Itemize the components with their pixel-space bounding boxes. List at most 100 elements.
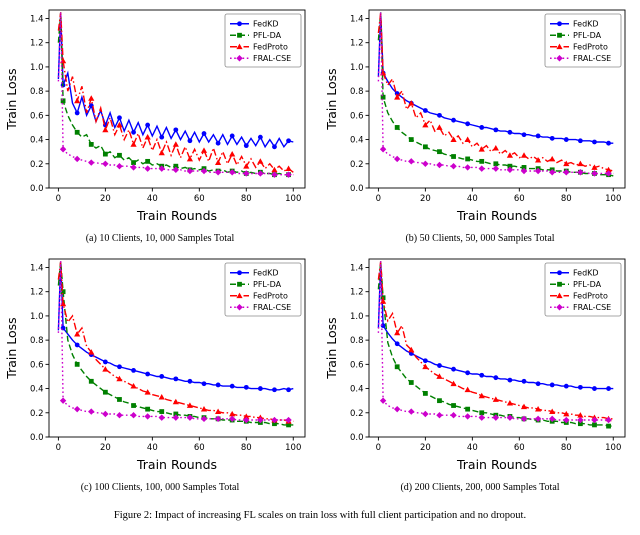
y-axis-label: Train Loss: [5, 317, 19, 379]
x-tick-label: 20: [420, 194, 431, 204]
x-axis-label: Train Rounds: [136, 208, 217, 223]
x-tick-label: 100: [605, 194, 621, 204]
axes-ticks: 0 20 40 60 80 100 0.0 0.2 0.4 0.6 0.8 1.0 1.2 1.4: [30, 263, 301, 453]
y-tick-label: 1.4: [30, 263, 44, 273]
series-markers-FedKD: [60, 82, 291, 150]
x-tick-label: 80: [561, 194, 572, 204]
x-tick-label: 0: [376, 194, 381, 204]
y-tick-label: 0.2: [30, 160, 44, 170]
y-tick-label: 0.2: [350, 409, 364, 419]
legend: FedKD PFL-DA FedProto FRAL-CSE: [544, 262, 622, 317]
x-tick-label: 20: [100, 443, 111, 453]
x-tick-label: 100: [285, 194, 301, 204]
y-axis-label: Train Loss: [5, 68, 19, 130]
y-tick-label: 1.4: [350, 263, 364, 273]
figure-caption: Figure 2: Impact of increasing FL scales…: [113, 510, 527, 521]
legend-label-PFL-DA: PFL-DA: [253, 280, 282, 289]
subplot-grid: 0 20 40 60 80 100 0.0 0.2 0.4 0.6 0.8 1.0 1.2 1.4 Trai…: [0, 4, 640, 494]
plot-frame: [48, 258, 306, 438]
y-tick-label: 1.0: [350, 312, 364, 322]
legend-label-FRAL-CSE: FRAL-CSE: [253, 54, 291, 63]
series-markers-FedProto: [379, 298, 612, 422]
legend-label-PFL-DA: PFL-DA: [573, 31, 602, 40]
legend-label-FRAL-CSE: FRAL-CSE: [253, 303, 291, 312]
legend-label-PFL-DA: PFL-DA: [253, 31, 282, 40]
legend: FedKD PFL-DA FedProto FRAL-CSE: [224, 13, 302, 68]
y-tick-label: 0.6: [30, 111, 44, 121]
series-markers-FedKD: [380, 70, 611, 146]
series-markers-PFL-DA: [60, 98, 291, 178]
y-tick-label: 1.4: [30, 14, 44, 24]
x-tick-label: 60: [514, 194, 525, 204]
y-tick-label: 1.0: [30, 63, 44, 73]
legend-label-FedKD: FedKD: [253, 20, 279, 29]
y-tick-label: 0.4: [350, 136, 364, 146]
x-tick-label: 60: [194, 443, 205, 453]
series-markers-FedProto: [379, 69, 612, 173]
y-tick-label: 0.4: [350, 385, 364, 395]
legend-label-FRAL-CSE: FRAL-CSE: [573, 54, 611, 63]
series-markers-FRAL-CSE: [379, 146, 612, 177]
legend-label-FedProto: FedProto: [573, 292, 608, 301]
x-axis-label: Train Rounds: [456, 208, 537, 223]
legend-label-FedKD: FedKD: [573, 20, 599, 29]
y-tick-label: 0.8: [350, 87, 364, 97]
y-tick-label: 0.6: [350, 360, 364, 370]
legend: FedKD PFL-DA FedProto FRAL-CSE: [224, 262, 302, 317]
legend-label-PFL-DA: PFL-DA: [573, 280, 602, 289]
plot-frame: [48, 9, 306, 189]
x-tick-label: 40: [467, 443, 478, 453]
subplot-a-chart: 0 20 40 60 80 100 0.0 0.2 0.4 0.6 0.8 1.0 1.2 1.4 Trai…: [5, 9, 306, 223]
series-line-FedKD: [57, 12, 294, 149]
x-axis-label: Train Rounds: [456, 457, 537, 472]
subplot-b: 0 20 40 60 80 100 0.0 0.2 0.4 0.6 0.8 1.0 1.2 1.4 Trai…: [320, 4, 640, 245]
y-tick-label: 0.8: [30, 336, 44, 346]
subplot-d-caption: (d) 200 Clients, 200, 000 Samples Total: [400, 482, 560, 493]
legend-box: [224, 262, 302, 317]
subplot-c-chart: 0 20 40 60 80 100 0.0 0.2 0.4 0.6 0.8 1.0 1.2 1.4 Trai…: [5, 258, 306, 472]
x-tick-label: 80: [241, 194, 252, 204]
legend-label-FRAL-CSE: FRAL-CSE: [573, 303, 611, 312]
y-tick-label: 0.6: [30, 360, 44, 370]
plot-frame: [368, 258, 626, 438]
y-tick-label: 1.4: [350, 14, 364, 24]
x-tick-label: 0: [56, 443, 61, 453]
legend-label-FedKD: FedKD: [573, 269, 599, 278]
series-line-FedProto: [57, 261, 294, 422]
series-markers-FedProto: [59, 300, 292, 424]
series-line-FedKD: [377, 261, 614, 390]
y-tick-label: 1.2: [30, 288, 44, 298]
legend-box: [224, 13, 302, 68]
y-tick-label: 1.2: [350, 39, 364, 49]
legend-box: [544, 262, 622, 317]
subplot-b-caption: (b) 50 Clients, 50, 000 Samples Total: [405, 233, 555, 244]
y-tick-label: 0.0: [30, 433, 44, 443]
x-tick-label: 40: [147, 194, 158, 204]
y-tick-label: 0.2: [350, 160, 364, 170]
legend-label-FedProto: FedProto: [253, 43, 288, 52]
x-tick-label: 80: [241, 443, 252, 453]
y-tick-label: 0.8: [350, 336, 364, 346]
x-tick-label: 0: [376, 443, 381, 453]
series-line-FedProto: [377, 261, 614, 420]
subplot-c-caption: (c) 100 Clients, 100, 000 Samples Total: [80, 482, 240, 493]
subplot-a-caption: (a) 10 Clients, 10, 000 Samples Total: [85, 233, 235, 244]
x-tick-label: 100: [285, 443, 301, 453]
y-tick-label: 0.8: [30, 87, 44, 97]
y-tick-label: 0.6: [350, 111, 364, 121]
legend-label-FedProto: FedProto: [573, 43, 608, 52]
x-tick-label: 60: [194, 194, 205, 204]
x-tick-label: 0: [56, 194, 61, 204]
series-markers-FedKD: [60, 325, 291, 393]
subplot-d-chart: 0 20 40 60 80 100 0.0 0.2 0.4 0.6 0.8 1.0 1.2 1.4 Trai…: [325, 258, 626, 472]
subplot-c: 0 20 40 60 80 100 0.0 0.2 0.4 0.6 0.8 1.0 1.2 1.4 Trai…: [0, 253, 320, 494]
legend-label-FedKD: FedKD: [253, 269, 279, 278]
x-tick-label: 40: [147, 443, 158, 453]
axes-ticks: 0 20 40 60 80 100 0.0 0.2 0.4 0.6 0.8 1.0 1.2 1.4: [350, 263, 621, 453]
y-tick-label: 0.4: [30, 136, 44, 146]
x-tick-label: 20: [420, 443, 431, 453]
y-tick-label: 1.2: [350, 288, 364, 298]
y-tick-label: 1.0: [30, 312, 44, 322]
y-tick-label: 1.2: [30, 39, 44, 49]
